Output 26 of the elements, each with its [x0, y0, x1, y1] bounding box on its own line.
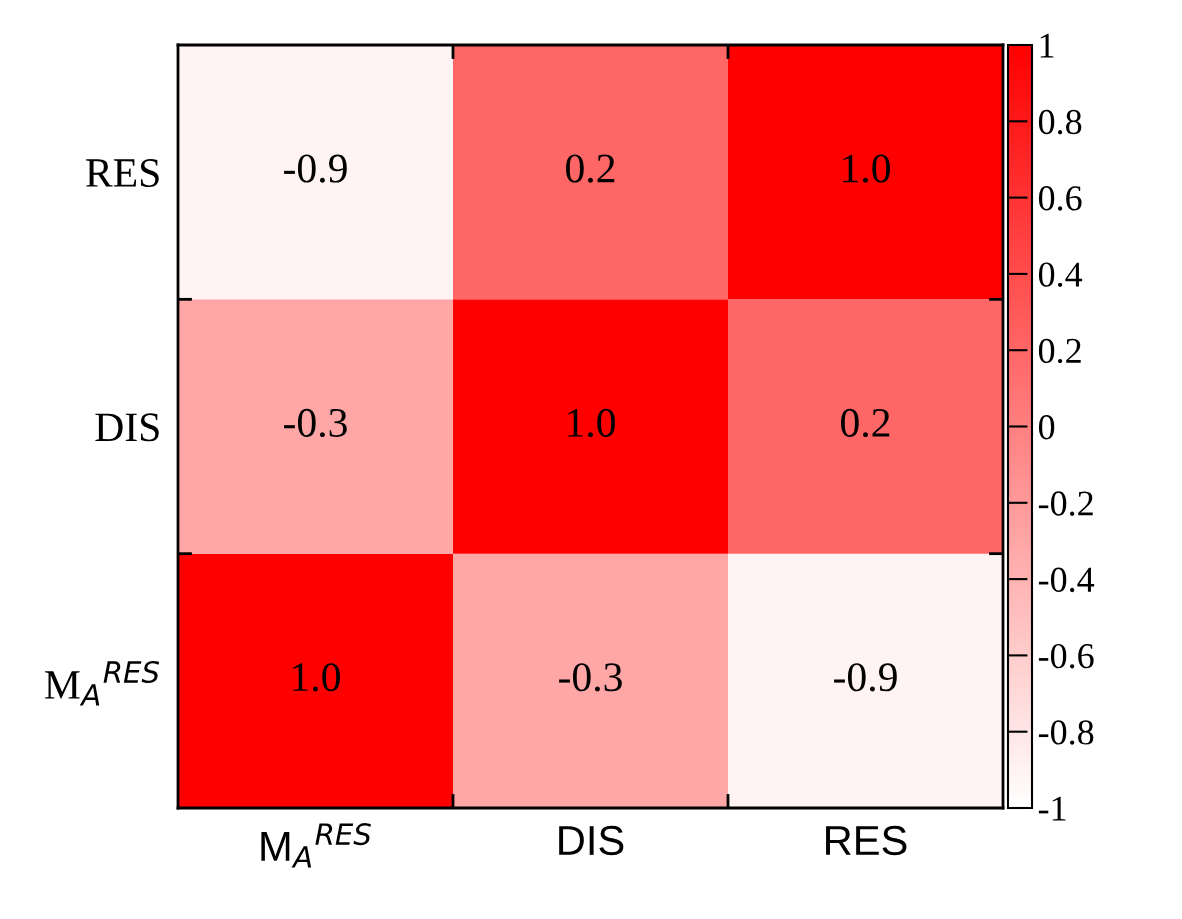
x-tick-label: RES	[826, 825, 907, 856]
color-bar-label: 0.6	[1038, 186, 1082, 211]
data-label: 0.2	[566, 154, 615, 183]
data-label: -0.3	[284, 408, 347, 438]
x-tick-label: DIS	[559, 825, 624, 856]
data-label: 1.0	[568, 408, 615, 438]
color-bar-label: -0.4	[1038, 567, 1095, 593]
y-tick-label: RES	[86, 159, 159, 188]
color-bar-label: 0.8	[1038, 109, 1082, 135]
color-bar-label: -0.6	[1038, 643, 1094, 669]
color-bar-label: 1	[1040, 33, 1054, 58]
data-label: 1.0	[843, 154, 890, 183]
data-label: -0.3	[559, 663, 622, 692]
color-bar-label: -0.8	[1038, 720, 1094, 745]
data-label: 0.2	[841, 408, 890, 438]
color-bar-label: -0.2	[1038, 491, 1093, 516]
data-label: 1.0	[293, 663, 340, 692]
data-label: -0.9	[834, 663, 897, 692]
color-bar-label: 0	[1038, 415, 1055, 440]
y-tick-label: M$_{A}$$^{RES}$	[45, 660, 160, 706]
data-label: -0.9	[284, 154, 347, 183]
x-tick-label: M$_{A}$$^{RES}$	[261, 823, 371, 868]
y-tick-label: DIS	[95, 413, 159, 442]
color-bar-label: -1	[1038, 796, 1066, 821]
color-bar-label: 0.2	[1038, 338, 1081, 364]
color-bar-label: 0.4	[1038, 262, 1083, 287]
